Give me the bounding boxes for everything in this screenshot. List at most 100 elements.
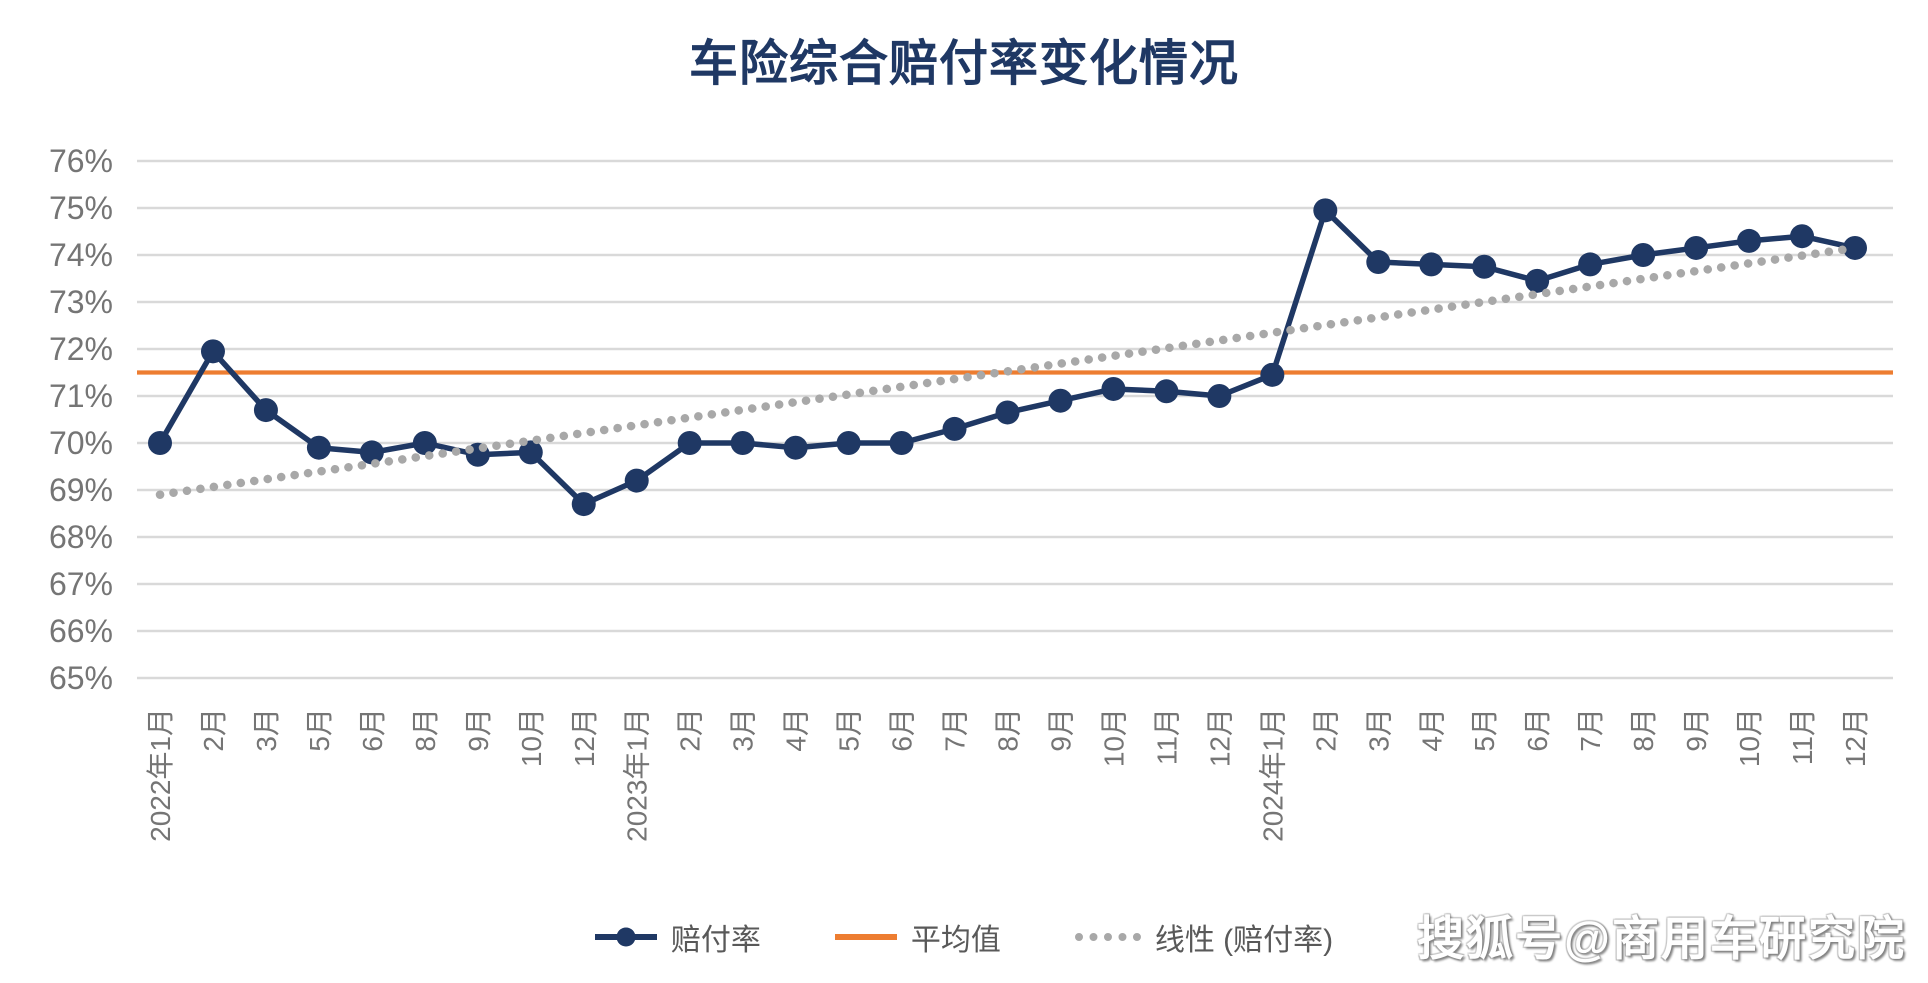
x-tick: 6月 bbox=[357, 708, 388, 752]
chart-title: 车险综合赔付率变化情况 bbox=[688, 37, 1239, 91]
x-tick-label: 8月 bbox=[1628, 708, 1659, 752]
x-tick-label: 8月 bbox=[410, 708, 441, 752]
x-tick: 2023年1月 bbox=[622, 708, 653, 842]
loss-ratio-point bbox=[1101, 376, 1126, 401]
x-tick: 3月 bbox=[251, 708, 282, 752]
x-tick-label: 6月 bbox=[887, 708, 918, 752]
x-tick: 5月 bbox=[304, 708, 335, 752]
x-tick: 6月 bbox=[887, 708, 918, 752]
loss-ratio-point bbox=[1684, 235, 1709, 260]
x-tick-label: 4月 bbox=[1416, 708, 1447, 752]
x-tick: 12月 bbox=[1840, 708, 1871, 767]
loss-ratio-point bbox=[942, 416, 967, 441]
x-tick: 4月 bbox=[1416, 708, 1447, 752]
x-tick: 10月 bbox=[516, 708, 547, 767]
y-tick-label: 74% bbox=[49, 237, 113, 273]
x-tick: 8月 bbox=[1628, 708, 1659, 752]
loss-ratio-point bbox=[253, 398, 278, 423]
y-tick-label: 69% bbox=[49, 472, 113, 508]
y-tick-label: 67% bbox=[49, 566, 113, 602]
x-tick: 8月 bbox=[993, 708, 1024, 752]
loss-ratio-point bbox=[995, 400, 1020, 425]
x-tick: 3月 bbox=[728, 708, 759, 752]
loss-ratio-point bbox=[783, 435, 808, 460]
y-tick-label: 71% bbox=[49, 378, 113, 414]
x-tick: 9月 bbox=[1681, 708, 1712, 752]
x-tick: 2月 bbox=[675, 708, 706, 752]
legend-item-trend: 线性 (赔付率) bbox=[1074, 915, 1334, 959]
x-tick-label: 3月 bbox=[251, 708, 282, 752]
loss-ratio-point bbox=[359, 440, 384, 465]
loss-ratio-point bbox=[412, 431, 437, 455]
x-tick-label: 10月 bbox=[1734, 708, 1765, 767]
x-tick: 7月 bbox=[1575, 708, 1606, 752]
x-tick: 10月 bbox=[1734, 708, 1765, 767]
loss-ratio-point bbox=[889, 431, 914, 455]
loss-ratio-point bbox=[200, 339, 225, 364]
y-tick-label: 72% bbox=[49, 331, 113, 367]
x-tick-label: 2024年1月 bbox=[1257, 708, 1288, 842]
x-tick-label: 12月 bbox=[569, 708, 600, 767]
y-tick-label: 75% bbox=[49, 190, 113, 226]
x-tick: 10月 bbox=[1098, 708, 1129, 767]
chart-legend: 赔付率 平均值 线性 (赔付率) bbox=[0, 915, 1928, 959]
x-tick: 6月 bbox=[1522, 708, 1553, 752]
average-line-swatch-icon bbox=[834, 934, 897, 940]
x-tick: 7月 bbox=[940, 708, 971, 752]
loss-ratio-point bbox=[1843, 235, 1867, 260]
x-tick: 8月 bbox=[410, 708, 441, 752]
loss-ratio-point bbox=[1737, 228, 1762, 253]
x-tick-label: 3月 bbox=[1363, 708, 1394, 752]
loss-ratio-point bbox=[1313, 198, 1338, 223]
loss-ratio-point bbox=[1631, 243, 1656, 267]
loss-ratio-point bbox=[306, 435, 331, 460]
x-tick-label: 2月 bbox=[1310, 708, 1341, 752]
legend-label-average: 平均值 bbox=[910, 924, 1001, 957]
loss-ratio-point bbox=[624, 468, 649, 493]
legend-label-trend: 线性 (赔付率) bbox=[1154, 924, 1334, 957]
loss-ratio-point bbox=[1419, 252, 1444, 277]
y-tick-label: 73% bbox=[49, 284, 113, 320]
x-tick: 2022年1月 bbox=[145, 708, 176, 842]
loss-ratio-line-swatch-icon bbox=[594, 927, 657, 947]
x-tick-label: 6月 bbox=[1522, 708, 1553, 752]
legend-item-loss-ratio: 赔付率 bbox=[594, 915, 761, 959]
y-tick-label: 76% bbox=[49, 143, 113, 179]
x-tick-label: 10月 bbox=[516, 708, 547, 767]
x-tick: 9月 bbox=[463, 708, 494, 752]
x-tick-label: 8月 bbox=[993, 708, 1024, 752]
loss-ratio-point bbox=[518, 440, 543, 465]
x-tick-label: 7月 bbox=[940, 708, 971, 752]
x-tick-label: 9月 bbox=[463, 708, 494, 752]
x-tick-label: 10月 bbox=[1098, 708, 1129, 767]
x-tick: 5月 bbox=[1469, 708, 1500, 752]
loss-ratio-point bbox=[1048, 388, 1073, 413]
x-tick: 4月 bbox=[781, 708, 812, 752]
x-tick: 2月 bbox=[1310, 708, 1341, 752]
x-tick: 12月 bbox=[569, 708, 600, 767]
loss-ratio-point bbox=[677, 431, 702, 455]
x-tick: 5月 bbox=[834, 708, 865, 752]
x-tick-label: 7月 bbox=[1575, 708, 1606, 752]
x-tick: 2024年1月 bbox=[1257, 708, 1288, 842]
x-tick-label: 6月 bbox=[357, 708, 388, 752]
x-tick-label: 2月 bbox=[675, 708, 706, 752]
x-tick-label: 12月 bbox=[1204, 708, 1235, 767]
x-tick-label: 2022年1月 bbox=[145, 708, 176, 842]
x-tick-label: 4月 bbox=[781, 708, 812, 752]
x-tick-label: 11月 bbox=[1151, 708, 1182, 765]
x-tick: 3月 bbox=[1363, 708, 1394, 752]
x-tick-label: 9月 bbox=[1045, 708, 1076, 752]
loss-ratio-point bbox=[1472, 254, 1497, 279]
loss-ratio-marker-icon bbox=[616, 927, 636, 947]
x-tick-label: 2023年1月 bbox=[622, 708, 653, 842]
y-tick-label: 66% bbox=[49, 613, 113, 649]
x-tick-label: 2月 bbox=[198, 708, 229, 752]
loss-ratio-point bbox=[1790, 224, 1815, 249]
trend-line bbox=[155, 243, 1860, 499]
y-tick-label: 65% bbox=[49, 660, 113, 696]
loss-ratio-point bbox=[571, 492, 596, 517]
x-tick-label: 12月 bbox=[1840, 708, 1871, 767]
